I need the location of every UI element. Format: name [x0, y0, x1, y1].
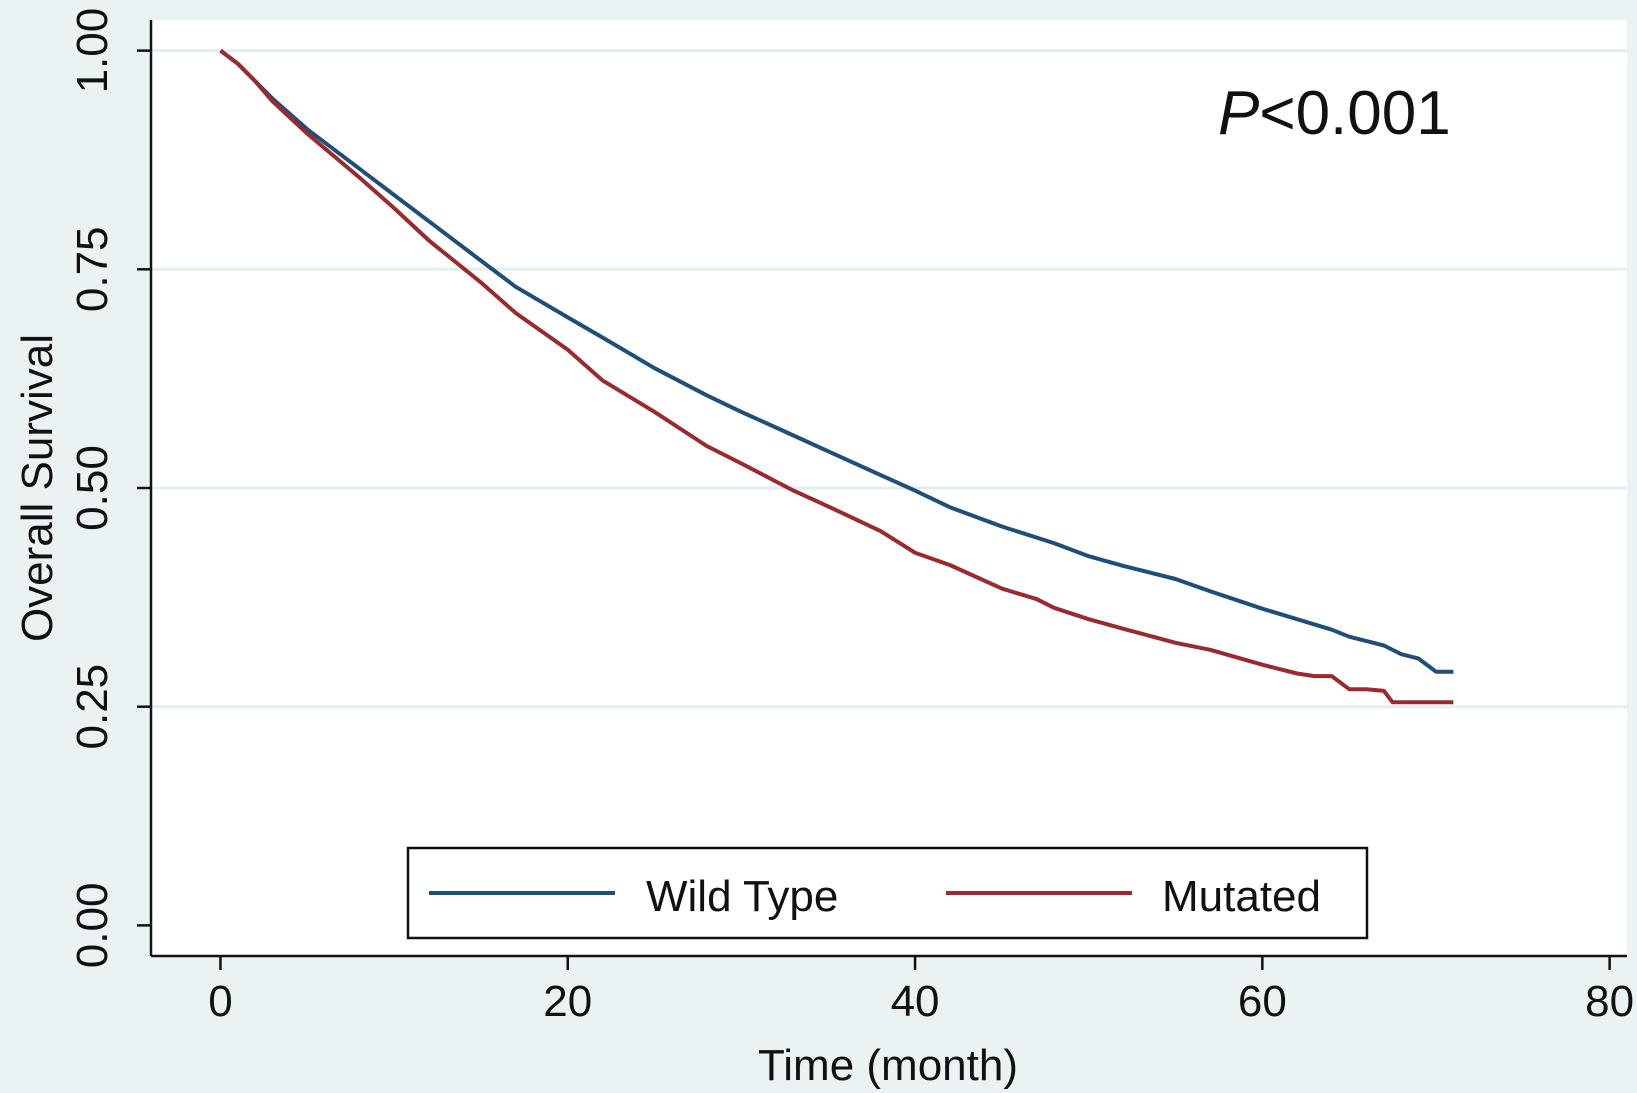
x-tick-label: 80	[1585, 977, 1634, 1026]
legend-label-wild-type: Wild Type	[646, 872, 838, 921]
legend: Wild Type Mutated	[406, 846, 1369, 940]
y-tick-label: 1.00	[68, 8, 117, 94]
series-line-mutated	[219, 49, 1454, 705]
p-value-italic: P	[1218, 79, 1259, 148]
p-value-annotation: P<0.001	[1218, 79, 1451, 148]
x-tick-label: 60	[1238, 977, 1287, 1026]
grid-lines	[151, 49, 1627, 709]
x-tick-label: 0	[208, 977, 232, 1026]
y-tick-label: 0.50	[68, 445, 117, 531]
series-layer	[219, 49, 1454, 705]
legend-label-mutated: Mutated	[1162, 872, 1321, 921]
y-tick-label: 0.00	[68, 883, 117, 969]
y-axis-label: Overall Survival	[13, 334, 62, 642]
y-tick-label: 0.25	[68, 664, 117, 750]
y-tick-label: 0.75	[68, 226, 117, 312]
series-line-wild-type	[219, 49, 1454, 674]
x-tick-label: 40	[891, 977, 940, 1026]
y-ticks: 0.00 0.25 0.50 0.75 1.00	[68, 8, 151, 968]
x-axis-label: Time (month)	[758, 1041, 1018, 1090]
p-value-text: <0.001	[1259, 79, 1450, 148]
x-ticks: 0 20 40 60 80	[208, 956, 1634, 1026]
x-tick-label: 20	[543, 977, 592, 1026]
